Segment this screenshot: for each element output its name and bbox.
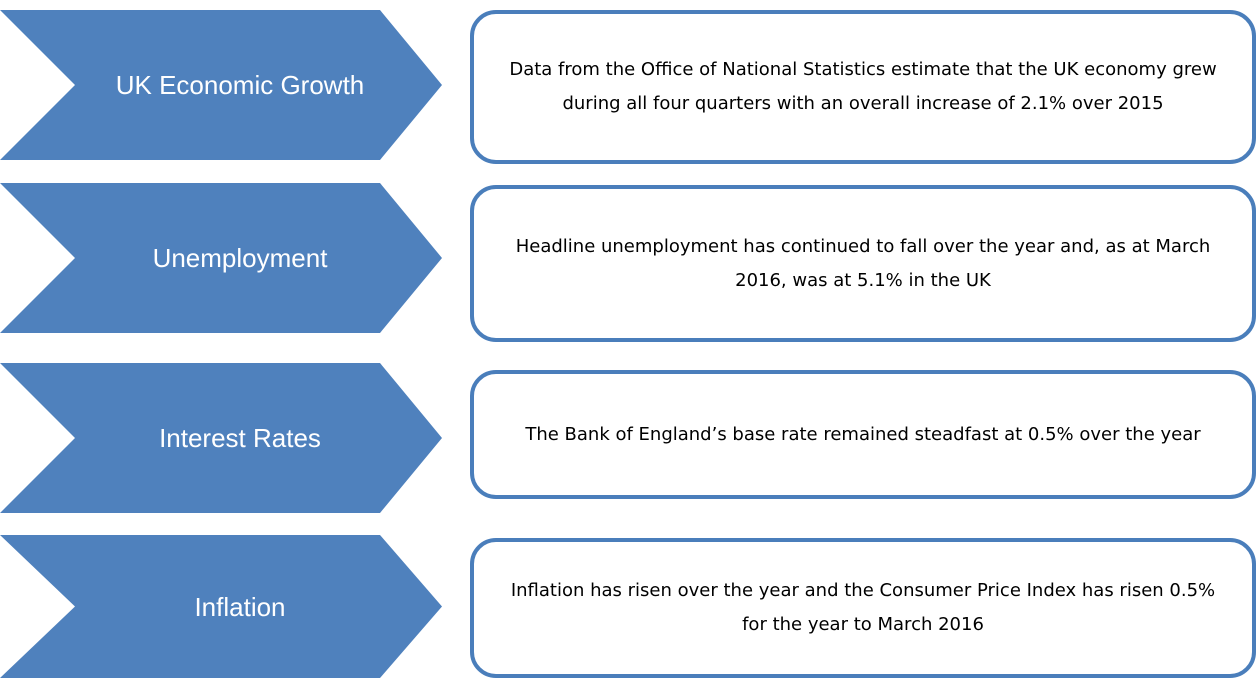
description-box [470,10,1256,164]
item-description: Headline unemployment has continued to f… [515,235,1211,291]
item-label: Interest Rates [159,423,321,453]
description-box [470,538,1256,678]
chevron [0,183,442,333]
description-box [470,185,1256,342]
chevron [0,363,442,513]
description-box [470,370,1256,499]
item-label: Inflation [194,591,286,622]
item-description: Data from the Office of National Statist… [509,59,1217,114]
chevron [0,10,442,160]
item-description: The Bank of England’s base rate remained… [525,423,1201,445]
item-label: UK Economic Growth [115,70,365,100]
item-description: Inflation has risen over the year and th… [510,580,1216,635]
chevron [0,535,442,678]
item-label: Unemployment [152,243,328,273]
